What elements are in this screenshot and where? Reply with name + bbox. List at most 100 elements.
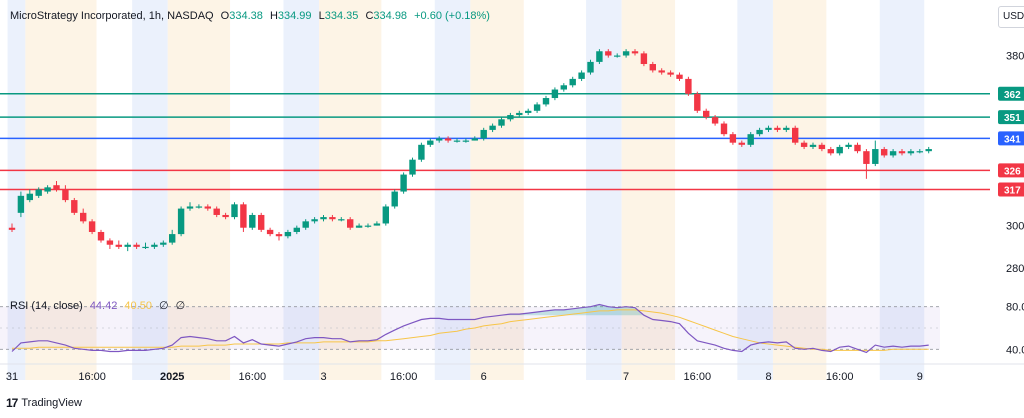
- level-tag-text: 317: [1004, 185, 1021, 196]
- candle-body: [614, 55, 621, 57]
- level-tag-text: 341: [1004, 134, 1021, 145]
- rsi-empty-1: ∅: [159, 300, 169, 312]
- time-tick-label: 8: [765, 371, 771, 383]
- rsi-ma-value: 40.50: [124, 300, 152, 312]
- candle-body: [44, 187, 51, 192]
- candle-body: [783, 127, 790, 130]
- candle-body: [836, 146, 843, 154]
- candle-body: [320, 217, 327, 220]
- candle-body: [925, 149, 932, 152]
- candle-body: [631, 51, 639, 54]
- time-tick-label: 31: [6, 371, 18, 383]
- candle-body: [88, 221, 96, 232]
- candle-body: [533, 104, 541, 111]
- candle-body: [142, 246, 149, 249]
- price-tick-label: 300: [1006, 221, 1024, 233]
- candle-body: [427, 140, 434, 145]
- high-label: H: [269, 10, 278, 22]
- tradingview-logo-icon: 17: [6, 396, 18, 410]
- candle-body: [622, 51, 630, 56]
- candle-body: [26, 193, 33, 201]
- time-tick-label: 9: [917, 371, 923, 383]
- candle-body: [818, 144, 826, 150]
- tradingview-name: TradingView: [21, 397, 82, 409]
- candle-body: [80, 212, 87, 222]
- candle-body: [364, 225, 372, 227]
- level-tag-341: [998, 131, 1024, 146]
- close-label: C: [365, 10, 374, 22]
- candle-body: [53, 185, 60, 190]
- rsi-tick-label: 40.00: [1006, 344, 1024, 356]
- candle-body: [685, 78, 692, 94]
- candle-body: [373, 223, 381, 226]
- rsi-series: [11, 303, 929, 354]
- candle-body: [792, 127, 799, 143]
- time-axis[interactable]: 31 16:00 2025 16:00 3 16:00 6 7 16:00 8 16:00 9: [0, 363, 1024, 383]
- candle-body: [605, 51, 612, 56]
- candle-body: [275, 234, 283, 237]
- candle-body: [231, 204, 238, 218]
- candle-body: [729, 134, 737, 143]
- candle-body: [881, 149, 888, 156]
- time-tick-label: 16:00: [390, 371, 418, 383]
- candle-body: [133, 244, 140, 247]
- candle-body: [453, 140, 461, 142]
- candle-body: [177, 208, 185, 235]
- candle-body: [106, 240, 114, 245]
- price-axis[interactable]: 280 300 380 80.00 40.00: [1006, 51, 1024, 357]
- level-tag-text: 351: [1004, 113, 1021, 124]
- candle-body: [195, 206, 203, 208]
- time-tick-label: 6: [481, 371, 487, 383]
- candle-body: [889, 151, 897, 156]
- time-tick-label: 2025: [160, 371, 184, 383]
- candle-body: [507, 115, 514, 120]
- rsi-name: RSI (14, close): [10, 300, 83, 312]
- candle-body: [720, 123, 728, 135]
- candle-body: [596, 51, 603, 62]
- candle-body: [97, 231, 105, 241]
- candle-body: [160, 242, 167, 245]
- time-tick-label: 16:00: [826, 371, 854, 383]
- candle-body: [240, 204, 247, 228]
- candle-body: [444, 138, 452, 141]
- candle-body: [765, 127, 772, 130]
- candle-body: [258, 214, 265, 230]
- candle-body: [391, 191, 398, 207]
- candle-body: [115, 244, 122, 247]
- candle-body: [409, 159, 416, 175]
- candle-body: [649, 64, 656, 71]
- candle-body: [863, 151, 870, 164]
- rsi-band: [0, 306, 940, 350]
- level-tags: 362 351 341 326 317: [998, 86, 1024, 197]
- open-label: O: [220, 10, 230, 22]
- symbol-title: MicroStrategy Incorporated, 1h, NASDAQ: [10, 10, 214, 22]
- candle-body: [525, 110, 532, 113]
- candle-body: [436, 138, 443, 141]
- level-tag-326: [998, 163, 1024, 178]
- candle-body: [471, 138, 478, 141]
- candle-body: [151, 244, 158, 247]
- candle-body: [569, 78, 576, 86]
- currency-label: USD: [1003, 11, 1024, 22]
- candle-body: [667, 72, 674, 75]
- change-value: +0.60 (+0.18%): [414, 10, 490, 22]
- candle-body: [169, 234, 176, 243]
- level-tag-317: [998, 182, 1024, 197]
- candle-body: [551, 89, 559, 99]
- candle-body: [311, 219, 318, 222]
- time-tick-label: 3: [320, 371, 326, 383]
- time-tick-label: 16:00: [78, 371, 106, 383]
- candle-body: [872, 149, 879, 164]
- currency-button[interactable]: USD: [998, 6, 1024, 28]
- rsi-empty-2: ∅: [175, 300, 186, 312]
- time-tick-label: 7: [623, 371, 629, 383]
- price-tick-label: 380: [1006, 51, 1024, 63]
- candle-body: [62, 189, 69, 201]
- candle-body: [480, 129, 487, 139]
- candle-body: [338, 219, 345, 221]
- level-tag-text: 326: [1004, 166, 1021, 177]
- tradingview-brand[interactable]: 17 TradingView: [6, 396, 82, 410]
- candle-body: [347, 219, 354, 228]
- candle-body: [329, 217, 336, 220]
